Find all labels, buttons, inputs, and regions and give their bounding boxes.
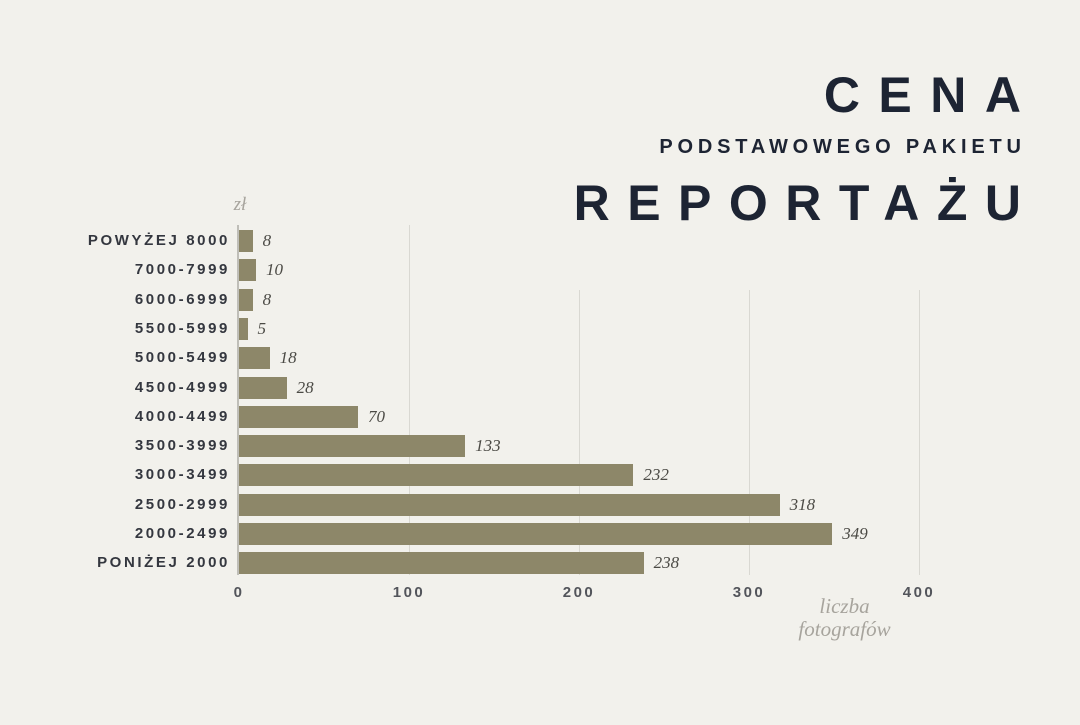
- bar: [239, 230, 253, 252]
- category-label: 3500-3999: [134, 437, 230, 455]
- x-tick-label-200: 200: [562, 584, 596, 601]
- gridline-100: [408, 225, 410, 575]
- bar: [239, 464, 634, 487]
- category-label: 2500-2999: [134, 495, 230, 513]
- bar: [239, 347, 270, 370]
- value-label: 8: [262, 231, 272, 250]
- value-label: 8: [262, 289, 272, 309]
- bar: [239, 288, 253, 311]
- chart-title: CENA PODSTAWOWEGO PAKIETU REPORTAŻU: [574, 70, 1021, 228]
- gridline-300: [748, 290, 750, 575]
- y-axis-line: [237, 225, 239, 575]
- category-label: 2000-2499: [134, 525, 230, 542]
- x-tick-label-400: 400: [902, 584, 936, 601]
- bar: [239, 435, 466, 458]
- x-axis-label-line-1: liczba: [819, 594, 870, 618]
- category-label: PONIŻEJ 2000: [97, 554, 230, 572]
- gridline-400: [918, 290, 920, 575]
- category-label: 4500-4999: [134, 378, 230, 396]
- value-label: 5: [257, 318, 267, 338]
- bar: [239, 376, 287, 399]
- chart-title-line-2: PODSTAWOWEGO PAKIETU: [659, 136, 1026, 158]
- x-axis-label: liczba fotografów: [762, 595, 927, 641]
- value-label: 18: [279, 348, 297, 368]
- x-axis-label-line-2: fotografów: [798, 617, 891, 641]
- bar: [239, 259, 256, 282]
- value-label: 238: [653, 553, 680, 573]
- x-tick-label-300: 300: [732, 584, 766, 601]
- category-label: 6000-6999: [134, 290, 230, 308]
- value-label: 70: [368, 406, 385, 426]
- category-label: 7000-7999: [134, 261, 230, 279]
- value-label: 10: [266, 260, 283, 280]
- gridline-200: [578, 290, 580, 575]
- value-label: 318: [789, 494, 816, 514]
- y-axis-unit-label: zł: [233, 194, 247, 215]
- category-label: 4000-4499: [134, 407, 230, 425]
- bar: [239, 493, 780, 516]
- bar: [239, 317, 248, 340]
- x-tick-label-0: 0: [233, 584, 245, 601]
- value-label: 232: [643, 465, 669, 485]
- bar: [239, 405, 358, 428]
- value-label: 349: [842, 524, 868, 543]
- value-label: 133: [475, 436, 501, 456]
- chart-title-line-3: REPORTAŻU: [573, 175, 1039, 231]
- x-tick-label-100: 100: [392, 584, 426, 601]
- category-label: POWYŻEJ 8000: [87, 232, 230, 249]
- category-label: 3000-3499: [134, 466, 230, 484]
- chart-title-line-1: CENA: [823, 67, 1040, 123]
- value-label: 28: [296, 377, 314, 397]
- bar: [239, 523, 833, 545]
- category-label: 5000-5499: [134, 349, 230, 367]
- bar: [239, 552, 644, 575]
- category-label: 5500-5999: [134, 319, 230, 337]
